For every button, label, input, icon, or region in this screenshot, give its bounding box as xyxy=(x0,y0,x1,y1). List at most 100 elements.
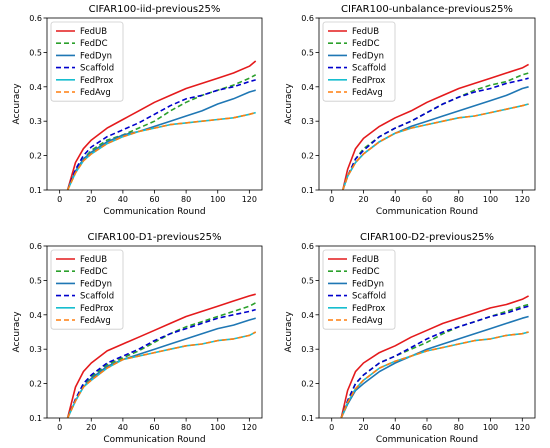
series-line-scaffold xyxy=(340,305,529,418)
x-tick-label: 80 xyxy=(181,423,191,432)
legend-label: FedUB xyxy=(352,255,379,265)
x-tick-label: 0 xyxy=(329,423,334,432)
x-tick-label: 0 xyxy=(57,195,62,204)
y-tick-label: 0.4 xyxy=(29,311,42,320)
y-tick-label: 0.2 xyxy=(29,380,42,389)
y-tick-label: 0.2 xyxy=(29,152,42,161)
legend: FedUB FedDC FedDyn Scaffold FedProx FedAvg xyxy=(50,21,124,102)
series-line-fedprox xyxy=(342,103,529,190)
legend-label: FedDC xyxy=(352,39,380,49)
legend-label: FedAvg xyxy=(352,316,383,326)
series-line-fedub xyxy=(342,63,529,190)
y-tick-label: 0.3 xyxy=(29,117,42,126)
series-line-fedub xyxy=(66,60,257,190)
legend-label: FedDyn xyxy=(352,51,384,61)
y-tick-label: 0.5 xyxy=(301,48,314,57)
legend-label: Scaffold xyxy=(80,64,114,74)
y-tick-label: 0.3 xyxy=(301,345,314,354)
x-tick-label: 100 xyxy=(483,423,498,432)
chart-title: CIFAR100-unbalance-previous25% xyxy=(341,4,513,15)
series-group xyxy=(340,295,529,418)
legend-box xyxy=(50,249,124,330)
chart-panel-1: CIFAR100-iid-previous25% 0 20 40 60 80 100 120 0… xyxy=(12,4,263,217)
legend-label: FedDC xyxy=(352,267,380,277)
series-line-fedavg xyxy=(66,331,257,418)
legend-box xyxy=(322,249,396,330)
legend-label: FedProx xyxy=(352,76,385,86)
series-line-fedavg xyxy=(342,103,529,190)
legend-label: FedDyn xyxy=(352,279,384,289)
legend-label: FedAvg xyxy=(80,88,111,98)
chart-panel-4: CIFAR100-D2-previous25% 0 20 40 60 80 100 120 0.… xyxy=(284,232,536,445)
y-tick-label: 0.3 xyxy=(29,345,42,354)
x-tick-label: 0 xyxy=(329,195,334,204)
x-tick-label: 80 xyxy=(454,195,464,204)
x-axis-label: Communication Round xyxy=(376,435,478,445)
legend-label: FedProx xyxy=(352,304,385,314)
chart-panel-2: CIFAR100-unbalance-previous25% 0 20 40 60 80 1… xyxy=(284,4,536,217)
x-axis-label: Communication Round xyxy=(103,207,205,217)
y-tick-label: 0.2 xyxy=(301,380,314,389)
x-tick-label: 20 xyxy=(358,195,368,204)
x-tick-label: 120 xyxy=(242,195,257,204)
x-tick-label: 100 xyxy=(483,195,498,204)
legend-label: Scaffold xyxy=(80,292,114,302)
x-tick-label: 40 xyxy=(118,423,128,432)
legend-label: FedDC xyxy=(80,39,108,49)
series-group xyxy=(66,293,257,418)
y-tick-label: 0.1 xyxy=(301,186,314,195)
series-line-feddyn xyxy=(66,89,256,190)
y-tick-label: 0.4 xyxy=(301,311,314,320)
series-line-fedub xyxy=(66,293,256,418)
y-axis-label: Accuracy xyxy=(12,83,22,125)
x-tick-label: 60 xyxy=(149,195,159,204)
y-tick-label: 0.2 xyxy=(301,152,314,161)
y-tick-label: 0.4 xyxy=(301,83,314,92)
legend-label: FedDyn xyxy=(80,279,112,289)
x-axis-label: Communication Round xyxy=(376,207,478,217)
y-tick-label: 0.1 xyxy=(29,186,42,195)
y-tick-label: 0.1 xyxy=(29,414,42,423)
series-line-feddyn xyxy=(340,315,529,418)
legend-label: FedProx xyxy=(80,76,113,86)
legend-label: FedAvg xyxy=(352,88,383,98)
chart-title: CIFAR100-iid-previous25% xyxy=(89,4,221,15)
legend-label: FedUB xyxy=(352,27,379,37)
legend: FedUB FedDC FedDyn Scaffold FedProx FedAvg xyxy=(322,21,396,102)
series-line-fedavg xyxy=(66,111,256,190)
legend-box xyxy=(50,21,124,102)
x-tick-label: 60 xyxy=(422,195,432,204)
series-line-fedub xyxy=(340,295,529,418)
legend-label: FedUB xyxy=(80,255,107,265)
series-line-feddyn xyxy=(66,317,256,418)
y-tick-label: 0.4 xyxy=(29,83,42,92)
x-tick-label: 120 xyxy=(515,195,530,204)
y-tick-label: 0.1 xyxy=(301,414,314,423)
x-tick-label: 100 xyxy=(210,195,225,204)
x-tick-label: 60 xyxy=(422,423,432,432)
x-tick-label: 40 xyxy=(390,195,400,204)
y-tick-label: 0.6 xyxy=(301,242,314,251)
x-tick-label: 120 xyxy=(515,423,530,432)
x-axis-label: Communication Round xyxy=(103,435,205,445)
y-axis-label: Accuracy xyxy=(284,311,294,353)
y-axis-label: Accuracy xyxy=(284,83,294,125)
x-tick-label: 40 xyxy=(118,195,128,204)
legend: FedUB FedDC FedDyn Scaffold FedProx FedAvg xyxy=(322,249,396,330)
legend-box xyxy=(322,21,396,102)
y-tick-label: 0.5 xyxy=(301,276,314,285)
x-tick-label: 20 xyxy=(358,423,368,432)
chart-title: CIFAR100-D1-previous25% xyxy=(88,232,222,243)
y-tick-label: 0.5 xyxy=(29,48,42,57)
series-line-feddc xyxy=(66,74,257,190)
legend-label: Scaffold xyxy=(352,64,386,74)
x-tick-label: 80 xyxy=(454,423,464,432)
series-line-scaffold xyxy=(66,308,256,418)
chart-panel-3: CIFAR100-D1-previous25% 0 20 40 60 80 100 120 0.… xyxy=(12,232,263,445)
y-tick-label: 0.3 xyxy=(301,117,314,126)
x-tick-label: 20 xyxy=(86,195,96,204)
series-group xyxy=(66,60,257,190)
legend-label: FedDC xyxy=(80,267,108,277)
x-tick-label: 40 xyxy=(390,423,400,432)
